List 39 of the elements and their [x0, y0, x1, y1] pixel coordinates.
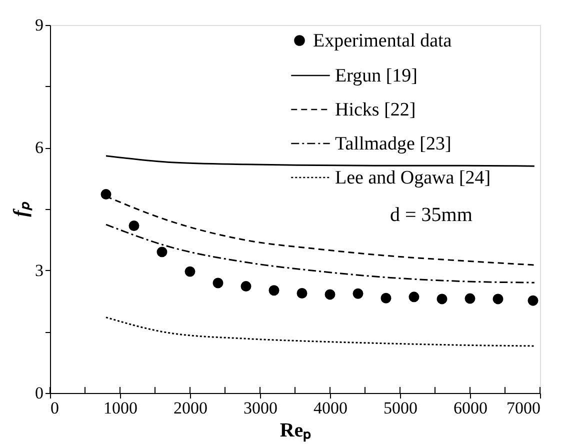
x-tick-label: 1000 — [104, 398, 138, 418]
legend-label: Hicks [22] — [335, 100, 416, 120]
point — [268, 285, 280, 296]
x-tick-label: 5000 — [384, 398, 418, 418]
line-series — [105, 224, 536, 284]
point — [128, 220, 140, 231]
x-tick-label: 4000 — [314, 398, 348, 418]
point — [212, 278, 224, 288]
legend-label: Ergun [19] — [335, 66, 418, 86]
x-tick-label: 0 — [50, 398, 59, 418]
point — [240, 281, 252, 292]
y-tick-label: 9 — [35, 16, 44, 34]
x-tick-label: 3000 — [244, 398, 278, 418]
point — [408, 292, 420, 302]
point — [464, 293, 476, 304]
x-tick-label: 6000 — [454, 398, 488, 418]
x-tick-label: 2000 — [174, 398, 208, 418]
line-series — [105, 155, 536, 167]
x-tick-label: 7000 — [506, 398, 540, 418]
y-tick-label: 6 — [35, 138, 44, 158]
point — [324, 289, 336, 300]
y-axis-title: fₚ — [10, 201, 33, 217]
legend-label: Tallmadge [23] — [335, 134, 452, 154]
point — [528, 295, 538, 306]
y-tick-label: 3 — [35, 260, 44, 280]
point — [380, 292, 392, 304]
point — [352, 288, 364, 299]
point — [296, 288, 308, 298]
point — [492, 294, 504, 304]
legend-label: Lee and Ogawa [24] — [335, 168, 491, 188]
point — [184, 266, 196, 277]
x-axis-title: Reₚ — [280, 420, 312, 442]
point — [436, 294, 448, 304]
y-tick-label: 0 — [35, 384, 44, 402]
line-series — [105, 316, 536, 347]
annotation: d = 35mm — [390, 204, 473, 226]
point — [156, 246, 168, 258]
legend-label: Experimental data — [313, 30, 452, 52]
point — [100, 189, 112, 200]
